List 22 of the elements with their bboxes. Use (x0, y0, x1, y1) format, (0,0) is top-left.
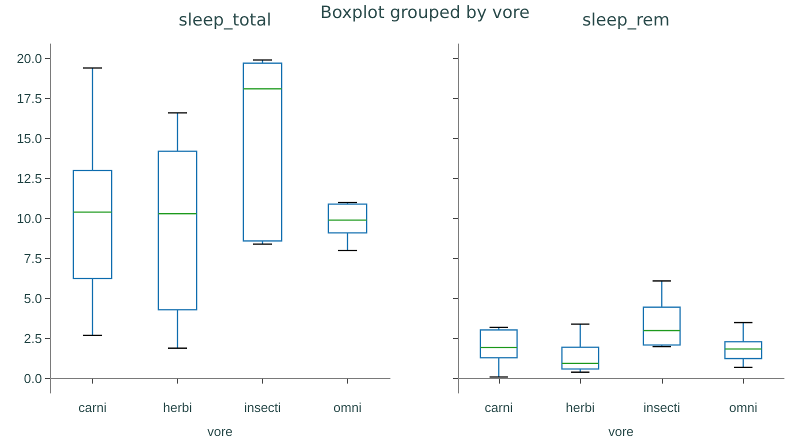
chart-title: sleep_total (178, 10, 272, 30)
x-tick-label: carni (484, 400, 513, 415)
chart-title: sleep_rem (582, 10, 670, 30)
y-tick-label: 7.5 (24, 251, 42, 266)
y-tick-label: 5.0 (24, 291, 42, 306)
x-tick-label: omni (729, 400, 758, 415)
x-tick-label: herbi (566, 400, 595, 415)
y-tick-label: 2.5 (24, 331, 42, 346)
x-tick-label: insecti (244, 400, 282, 415)
x-tick-label: insecti (643, 400, 680, 415)
x-tick-label: omni (333, 400, 362, 415)
y-tick-label: 10.0 (16, 211, 42, 226)
text: Boxplot grouped by vore (320, 3, 530, 23)
y-tick-label: 17.5 (16, 90, 42, 106)
x-axis-title: vore (207, 424, 233, 439)
y-tick-label: 12.5 (16, 170, 42, 186)
y-tick-label: 20.0 (16, 50, 42, 66)
x-tick-label: herbi (163, 400, 192, 415)
y-tick-label: 15.0 (16, 130, 42, 146)
x-axis-title: vore (608, 424, 634, 439)
x-tick-label: carni (78, 400, 107, 415)
y-tick-label: 0.0 (24, 371, 42, 386)
